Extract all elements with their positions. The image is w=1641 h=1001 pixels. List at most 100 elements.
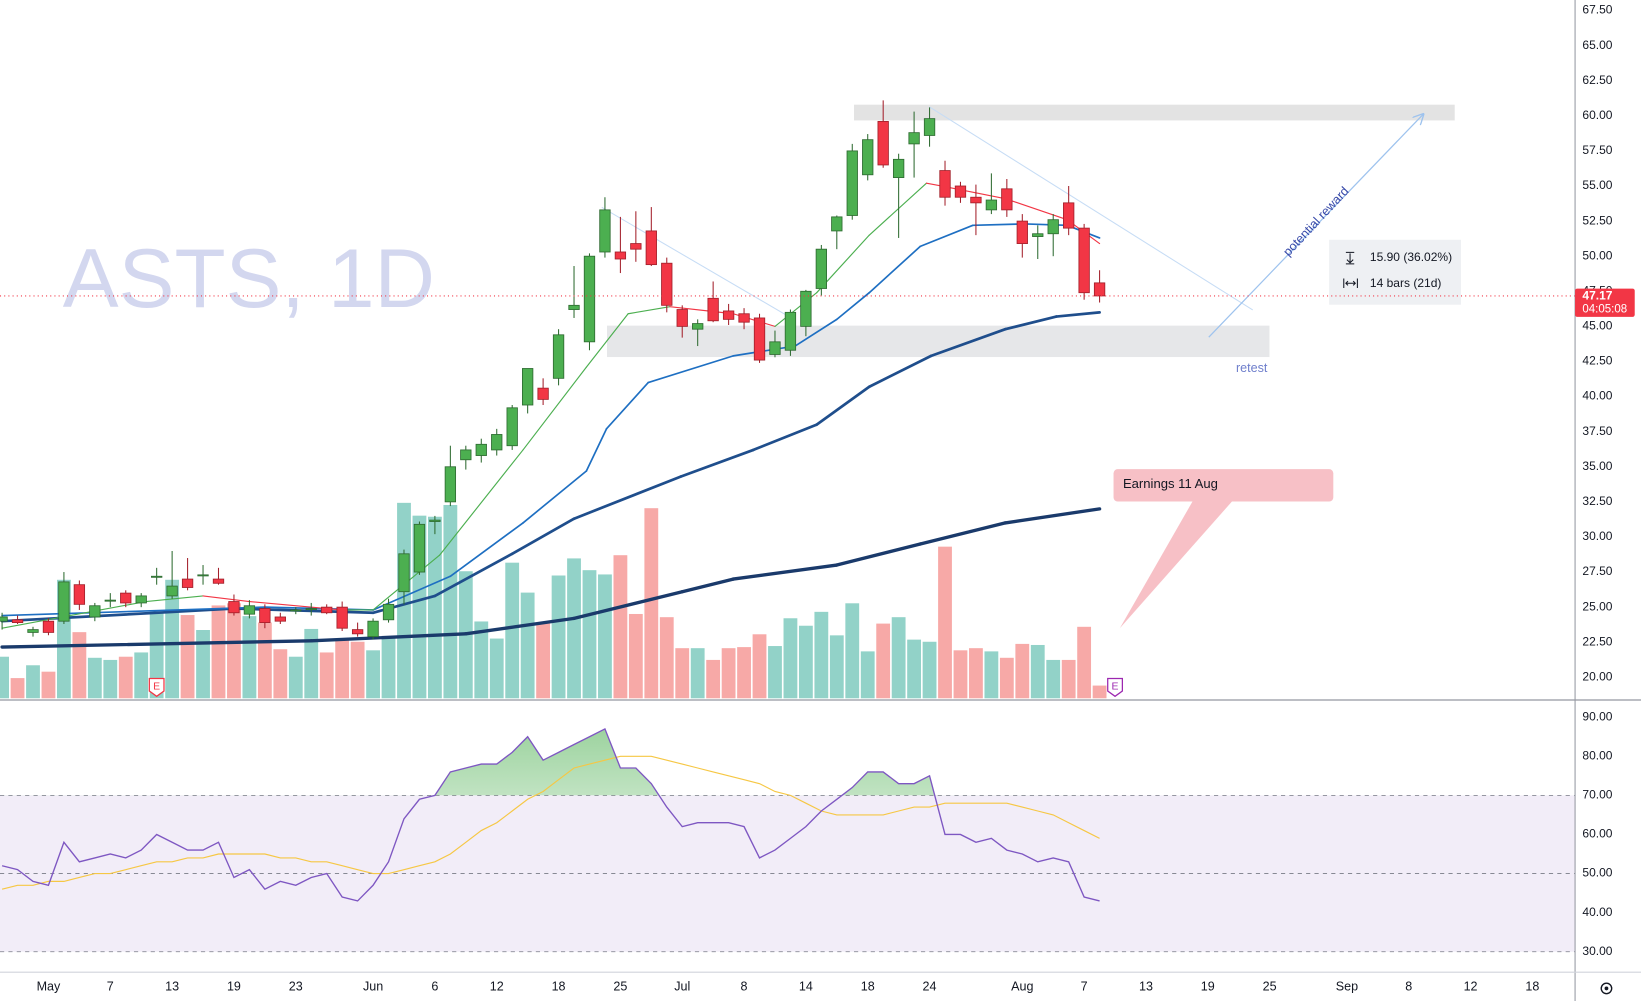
volume-bar: [675, 648, 690, 699]
moving-average: [1, 606, 266, 617]
y-tick-label: 67.50: [1582, 3, 1612, 17]
volume-bar: [567, 558, 581, 699]
x-tick-label: 25: [1263, 980, 1277, 994]
y-tick-label: 30.00: [1582, 529, 1612, 543]
moving-average: [925, 182, 943, 187]
earnings-marker: [148, 677, 165, 698]
candle-body: [367, 620, 379, 638]
moving-average: [510, 517, 576, 556]
candle-body: [413, 523, 426, 573]
support-zone: [607, 325, 1270, 358]
measure-box: [1329, 239, 1461, 305]
candle-body: [166, 585, 178, 597]
rsi-pane: [0, 727, 1576, 953]
moving-average: [585, 313, 629, 368]
x-tick-label: 12: [490, 980, 504, 994]
volume-bar: [582, 570, 597, 699]
rsi-tick-label: 60.00: [1582, 827, 1612, 841]
volume-bar: [814, 611, 829, 699]
volume-bar: [690, 648, 705, 699]
moving-average: [585, 428, 608, 472]
candle-body: [599, 209, 611, 253]
trend-line: [601, 206, 796, 321]
moving-average: [449, 522, 524, 578]
y-tick-label: 50.00: [1582, 248, 1612, 262]
last-price-label: 47.17: [1582, 289, 1612, 303]
measure-bars: 14 bars (21d): [1370, 276, 1441, 290]
moving-average: [941, 185, 1006, 200]
candle-body: [738, 313, 750, 323]
candle-body: [614, 251, 627, 260]
y-tick-label: 60.00: [1582, 108, 1612, 122]
volume-bar: [0, 656, 9, 699]
x-tick-label: Sep: [1336, 980, 1358, 994]
volume-bar: [273, 649, 288, 699]
candle-body: [351, 629, 364, 635]
candle-body: [661, 262, 673, 306]
candle-body: [831, 216, 843, 232]
y-tick-label: 35.00: [1582, 459, 1612, 473]
volume-bar: [72, 632, 87, 699]
moving-average: [433, 552, 514, 598]
x-tick-label: 14: [799, 980, 813, 994]
volume-bar: [783, 618, 798, 699]
moving-average: [835, 542, 922, 567]
volume-bar: [876, 623, 891, 699]
moving-average: [679, 448, 755, 478]
volume-bar: [536, 622, 551, 699]
volume-bar: [999, 657, 1014, 699]
earnings-marker-label: E: [153, 682, 160, 693]
settings-icon[interactable]: [1600, 982, 1613, 995]
volume-bar: [474, 621, 489, 699]
candle-body: [862, 139, 874, 176]
candle-body: [290, 609, 302, 612]
candle-body: [877, 121, 889, 166]
moving-average: [794, 318, 838, 347]
volume-bar: [737, 647, 751, 699]
candle-body: [537, 387, 549, 400]
volume-bar: [118, 656, 133, 699]
volume-bar: [721, 648, 736, 699]
candle-body: [491, 434, 503, 451]
volume-bar: [288, 656, 303, 699]
volume-bar: [659, 617, 674, 699]
y-tick-label: 32.50: [1582, 494, 1612, 508]
rsi-tick-label: 30.00: [1582, 944, 1612, 958]
volume-bar: [644, 508, 659, 699]
moving-average: [647, 355, 735, 384]
moving-average: [680, 577, 735, 594]
candle-body: [444, 466, 457, 503]
rsi-tick-label: 90.00: [1582, 709, 1612, 723]
candle-body: [722, 310, 735, 320]
resistance-zone: [853, 104, 1455, 121]
candle-body: [274, 616, 286, 622]
moving-average: [731, 563, 839, 581]
earnings-label: Earnings 11 Aug: [1123, 476, 1218, 491]
candle-body: [475, 443, 487, 456]
candle-body: [104, 599, 116, 602]
candle-body: [212, 578, 225, 584]
x-tick-label: 19: [1201, 980, 1215, 994]
y-tick-label: 37.50: [1582, 424, 1612, 438]
volume-bar: [227, 603, 241, 699]
candle-body: [1032, 233, 1044, 237]
candle-body: [135, 595, 147, 604]
moving-average: [309, 632, 468, 643]
y-tick-label: 65.00: [1582, 38, 1612, 52]
candle-body: [73, 584, 86, 605]
y-tick-label: 22.50: [1582, 634, 1612, 648]
candle-body: [892, 158, 905, 179]
volume-bar: [26, 665, 40, 699]
moving-average: [572, 590, 684, 621]
candle-body: [11, 619, 24, 624]
candle-body: [1047, 219, 1059, 235]
x-tick-label: 7: [1081, 980, 1088, 994]
volume-bar: [922, 641, 937, 699]
candle-body: [197, 574, 209, 577]
candle-body: [243, 605, 256, 615]
y-tick-label: 62.50: [1582, 73, 1612, 87]
candle-body: [985, 199, 998, 211]
moving-average: [572, 475, 683, 521]
volume-bar: [134, 652, 149, 699]
volume-bar: [706, 659, 721, 699]
